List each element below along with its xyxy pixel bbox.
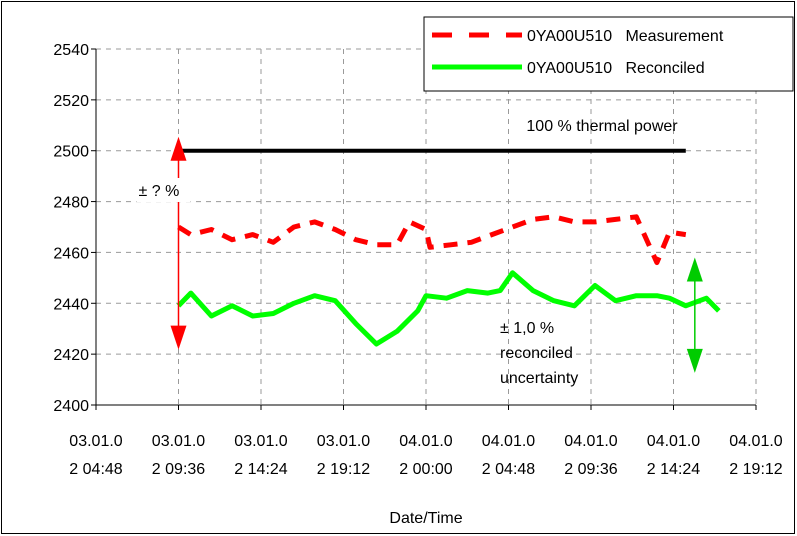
measurement-uncertainty-label-bg bbox=[136, 178, 191, 202]
x-tick-label: 03.01.0 2 09:36 bbox=[152, 433, 205, 478]
x-tick-label: 04.01.0 2 19:12 bbox=[729, 433, 782, 478]
legend-label-reconciled: 0YA00U510 Reconciled bbox=[527, 60, 705, 77]
reconciled-uncertainty-arrowhead-up bbox=[686, 257, 703, 282]
reconciled-uncertainty-label: ± 1,0 % reconciled uncertainty bbox=[500, 320, 578, 387]
y-tick-label: 2520 bbox=[53, 93, 89, 110]
x-tick-label: 04.01.0 2 04:48 bbox=[482, 433, 535, 478]
x-tick-label: 04.01.0 2 00:00 bbox=[399, 433, 452, 478]
y-tick-label: 2420 bbox=[53, 347, 89, 364]
y-tick-label: 2440 bbox=[53, 296, 89, 313]
x-tick-labels: 03.01.0 2 04:48 03.01.0 2 09:36 03.01.0 2 14:… bbox=[69, 433, 782, 478]
y-tick-label: 2400 bbox=[53, 398, 89, 415]
reconciled-uncertainty-arrowhead-down bbox=[686, 348, 703, 373]
y-tick-labels: 2400 2420 2440 2460 2480 2500 2520 2540 bbox=[53, 42, 89, 415]
thermal-power-label: 100 % thermal power bbox=[526, 118, 678, 135]
axes bbox=[91, 48, 757, 410]
x-tick-label: 03.01.0 2 19:12 bbox=[317, 433, 370, 478]
legend-box bbox=[423, 16, 794, 92]
y-tick-label: 2540 bbox=[53, 42, 89, 59]
x-axis-label: Date/Time bbox=[389, 510, 462, 527]
legend-label-measurement: 0YA00U510 Measurement bbox=[527, 28, 724, 45]
measurement-line bbox=[177, 214, 687, 266]
measurement-uncertainty-label: ± ? % bbox=[139, 183, 180, 200]
x-tick-label: 04.01.0 2 09:36 bbox=[564, 433, 617, 478]
reconciled-line bbox=[176, 270, 721, 347]
measurement-uncertainty-arrowhead-down bbox=[170, 325, 187, 350]
series-lines bbox=[176, 148, 721, 347]
grid-lines bbox=[96, 48, 757, 405]
y-tick-label: 2500 bbox=[53, 144, 89, 161]
x-tick-label: 03.01.0 2 14:24 bbox=[234, 433, 287, 478]
x-tick-label: 03.01.0 2 04:48 bbox=[69, 433, 122, 478]
annotations: 100 % thermal power ± ? % ± 1,0 % reconcile… bbox=[136, 118, 703, 387]
measurement-uncertainty-arrowhead-up bbox=[170, 136, 187, 161]
legend: 0YA00U510 Measurement 0YA00U510 Reconcil… bbox=[423, 16, 794, 92]
x-tick-label: 04.01.0 2 14:24 bbox=[647, 433, 700, 478]
y-tick-label: 2480 bbox=[53, 195, 89, 212]
y-tick-label: 2460 bbox=[53, 245, 89, 262]
